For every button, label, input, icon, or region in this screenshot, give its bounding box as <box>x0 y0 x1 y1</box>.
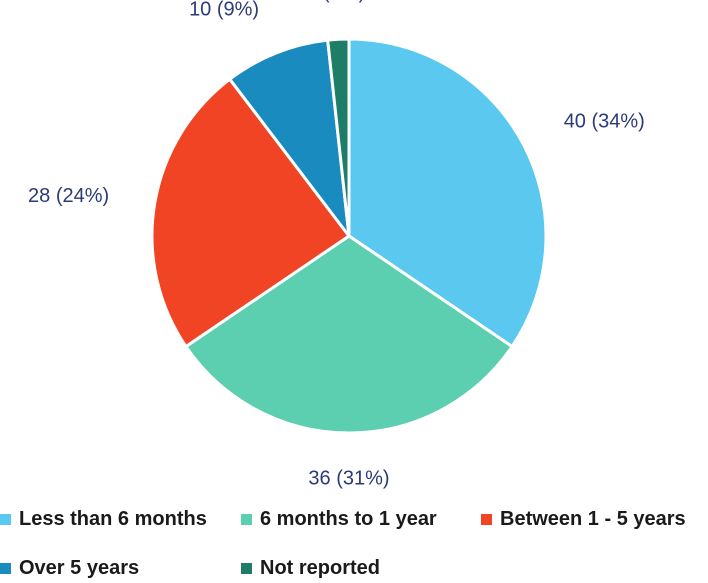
pie-slice-6-months-to-1-year <box>184 234 514 435</box>
legend-label: Over 5 years <box>19 557 140 579</box>
pie-slice-between-1-5-years <box>150 77 351 349</box>
legend-label: Not reported <box>260 557 380 579</box>
legend-swatch <box>0 563 11 574</box>
legend-item-6-months-to-1-year: 6 months to 1 year <box>241 508 437 531</box>
data-label-6-months-to-1-year: 36 (31%) <box>308 467 389 489</box>
legend-swatch <box>241 514 252 525</box>
pie-slice-less-than-6-months <box>347 37 548 349</box>
pie-slices <box>150 37 548 435</box>
legend-swatch <box>481 514 492 525</box>
legend: Less than 6 months 6 months to 1 year Be… <box>0 504 708 583</box>
legend-swatch <box>241 563 252 574</box>
legend-label: Less than 6 months <box>19 508 207 530</box>
legend-label: 6 months to 1 year <box>260 508 437 530</box>
data-label-between-1-5-years: 28 (24%) <box>28 185 109 207</box>
data-labels: 40 (34%) 36 (31%) 28 (24%) 10 (9%) 2 (2%) <box>28 0 645 489</box>
legend-item-over-5-years: Over 5 years <box>0 557 139 580</box>
data-label-over-5-years: 10 (9%) <box>189 0 259 21</box>
legend-swatch <box>0 514 11 525</box>
data-label-not-reported: 2 (2%) <box>306 0 365 4</box>
legend-item-between-1-5-years: Between 1 - 5 years <box>481 508 686 531</box>
data-label-less-than-6-months: 40 (34%) <box>564 110 645 132</box>
pie-slice-over-5-years <box>228 38 351 238</box>
legend-item-less-than-6-months: Less than 6 months <box>0 508 207 531</box>
legend-item-not-reported: Not reported <box>241 557 380 580</box>
pie-slice-not-reported <box>326 37 351 238</box>
legend-label: Between 1 - 5 years <box>500 508 686 530</box>
